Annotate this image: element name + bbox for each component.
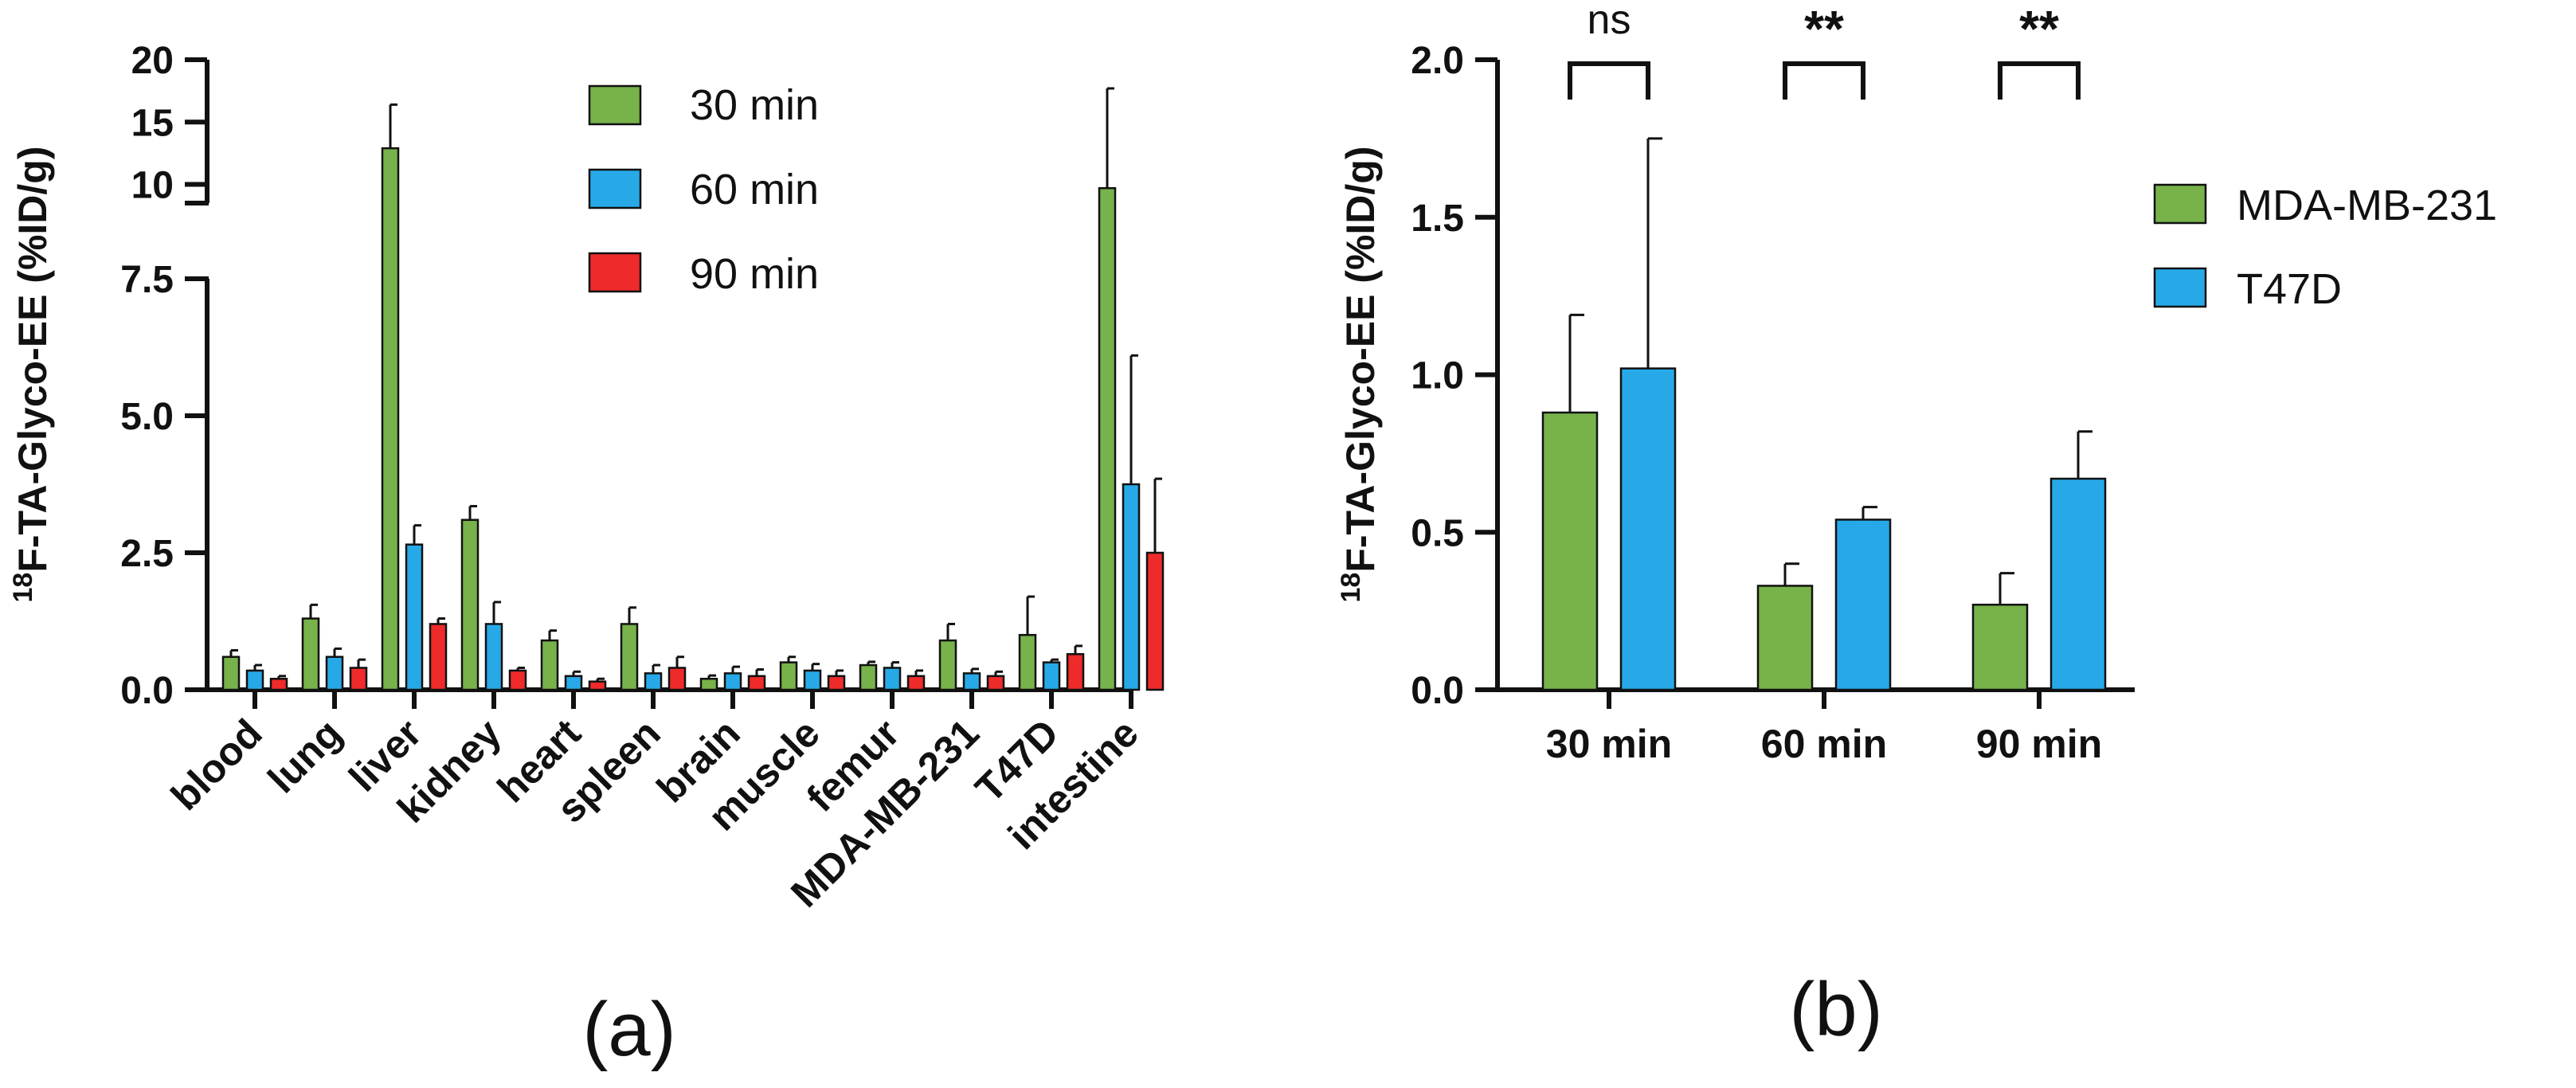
chart-b-ytick-label: 0.5 [1411, 512, 1464, 554]
chart-a-bar-blood-30min [221, 656, 241, 691]
chart-a-bar-mda-mb-231-60min [962, 672, 981, 691]
chart-a: 18F-TA-Glyco-EE (%ID/g) 0.0 2.5 5.0 7.5 10 15… [8, 40, 1165, 1072]
legend-a-swatch-60 [588, 168, 642, 209]
chart-b-ytick-label: 1.5 [1411, 198, 1464, 240]
chart-a-bar-liver-30min [381, 147, 400, 691]
legend-a-swatch-90 [588, 252, 642, 293]
chart-b-category-labels: 30 min 60 min 90 min [1546, 690, 2102, 766]
legend-b-swatch-t47d [2153, 267, 2207, 308]
chart-a-ytick-label: 10 [131, 165, 174, 207]
chart-a-ytick-label: 2.5 [120, 533, 174, 575]
chart-a-bar-t47d-30min [1018, 633, 1037, 691]
chart-a-bar-blood-60min [245, 669, 264, 691]
chart-a-bar-femur-30min [859, 663, 878, 691]
chart-b-ytick-label: 2.0 [1411, 40, 1464, 82]
chart-b-bar-60min-t47d [1834, 519, 1892, 691]
chart-b-bar-30min-mda-mb-231 [1541, 411, 1599, 691]
legend-b-label-t47d: T47D [2237, 265, 2342, 313]
chart-b-significance-label: ns [1587, 0, 1631, 43]
chart-a-category-label: lung [260, 710, 350, 801]
chart-b-significance-bracket [1568, 61, 1650, 100]
legend-a-swatch-30 [588, 84, 642, 126]
chart-a-bar-femur-90min [906, 675, 926, 691]
chart-b-bar-90min-t47d [2049, 477, 2107, 691]
chart-b-bar-30min-t47d [1619, 367, 1677, 691]
chart-a-bar-heart-30min [540, 639, 559, 691]
chart-a-bar-spleen-90min [667, 667, 687, 691]
chart-a-ytick-label: 5.0 [120, 396, 174, 438]
chart-a-legend: 30 min 60 min 90 min [588, 81, 819, 298]
chart-b-significance-bracket [1783, 61, 1865, 100]
chart-a-bar-mda-mb-231-90min [986, 675, 1005, 691]
chart-a-ytick-label: 15 [131, 102, 174, 144]
chart-a-bar-intestine-30min [1098, 186, 1117, 691]
chart-a-bar-blood-90min [269, 677, 288, 691]
chart-a-bar-liver-60min [405, 543, 424, 691]
chart-b-legend: MDA-MB-231 T47D [2153, 182, 2497, 313]
chart-a-category-label: blood [162, 710, 271, 819]
chart-b-ylabel: 18F-TA-Glyco-EE (%ID/g) [1336, 147, 1383, 603]
chart-a-bar-liver-90min [429, 623, 448, 691]
chart-b-category-label: 60 min [1761, 722, 1887, 766]
chart-b-bars [1541, 137, 2107, 691]
chart-a-bar-brain-30min [699, 677, 718, 691]
chart-a-bars [221, 87, 1165, 691]
chart-b-bar-90min-mda-mb-231 [1971, 603, 2029, 691]
legend-b-swatch-mda [2153, 183, 2207, 225]
chart-a-bar-lung-90min [349, 667, 368, 691]
legend-a-label-90: 90 min [690, 250, 819, 298]
chart-b-significance-bracket [1998, 61, 2081, 100]
chart-a-bar-femur-60min [883, 667, 902, 691]
panel-a-label: (a) [582, 987, 675, 1072]
chart-a-ytick-label: 0.0 [120, 670, 174, 712]
chart-b: 18F-TA-Glyco-EE (%ID/g) 0.00.51.01.52.0 … [1336, 0, 2497, 1052]
legend-a-label-60: 60 min [690, 166, 819, 213]
chart-b-significance-label: ** [2019, 0, 2059, 57]
chart-a-bar-heart-60min [564, 675, 583, 691]
chart-b-yticks: 0.0 0.5 1.0 1.5 2.0 [1411, 40, 1497, 712]
chart-a-bar-kidney-60min [484, 623, 503, 691]
chart-a-bar-muscle-30min [779, 661, 798, 691]
chart-b-ytick-label: 1.0 [1411, 355, 1464, 397]
chart-a-bar-spleen-60min [644, 672, 663, 691]
legend-a-label-30: 30 min [690, 81, 819, 129]
chart-a-bar-mda-mb-231-30min [938, 639, 957, 691]
chart-a-bar-spleen-30min [620, 623, 639, 691]
chart-a-bar-brain-60min [723, 672, 742, 691]
chart-a-bar-heart-90min [588, 680, 607, 691]
chart-b-significance-label: ** [1804, 0, 1844, 57]
chart-b-bar-60min-mda-mb-231 [1756, 585, 1814, 691]
chart-a-bar-kidney-90min [508, 669, 527, 691]
panel-b-label: (b) [1789, 967, 1882, 1052]
chart-a-bar-t47d-90min [1066, 653, 1085, 691]
chart-b-category-label: 90 min [1976, 722, 2102, 766]
chart-a-bar-brain-90min [747, 675, 766, 691]
chart-a-bar-intestine-60min [1122, 483, 1141, 691]
chart-b-significance: ns ** ** [1568, 0, 2081, 100]
chart-a-ylabel: 18F-TA-Glyco-EE (%ID/g) [8, 147, 55, 603]
chart-a-ytick-label: 7.5 [120, 259, 174, 301]
chart-a-bar-muscle-90min [827, 675, 846, 691]
chart-a-bar-kidney-30min [460, 519, 480, 691]
chart-b-ytick-label: 0.0 [1411, 670, 1464, 712]
chart-a-bar-lung-60min [325, 656, 344, 691]
legend-b-label-mda: MDA-MB-231 [2237, 182, 2497, 229]
chart-a-bar-muscle-60min [803, 669, 822, 691]
chart-a-bar-intestine-90min [1145, 551, 1165, 691]
chart-a-category-labels: bloodlungliverkidneyheartspleenbrainmusc… [162, 690, 1147, 916]
chart-b-category-label: 30 min [1546, 722, 1672, 766]
chart-a-bar-lung-30min [301, 617, 320, 691]
chart-a-ytick-label: 20 [131, 40, 174, 82]
chart-a-bar-t47d-60min [1042, 661, 1061, 691]
chart-a-yticks: 0.0 2.5 5.0 7.5 10 15 20 [120, 40, 207, 712]
